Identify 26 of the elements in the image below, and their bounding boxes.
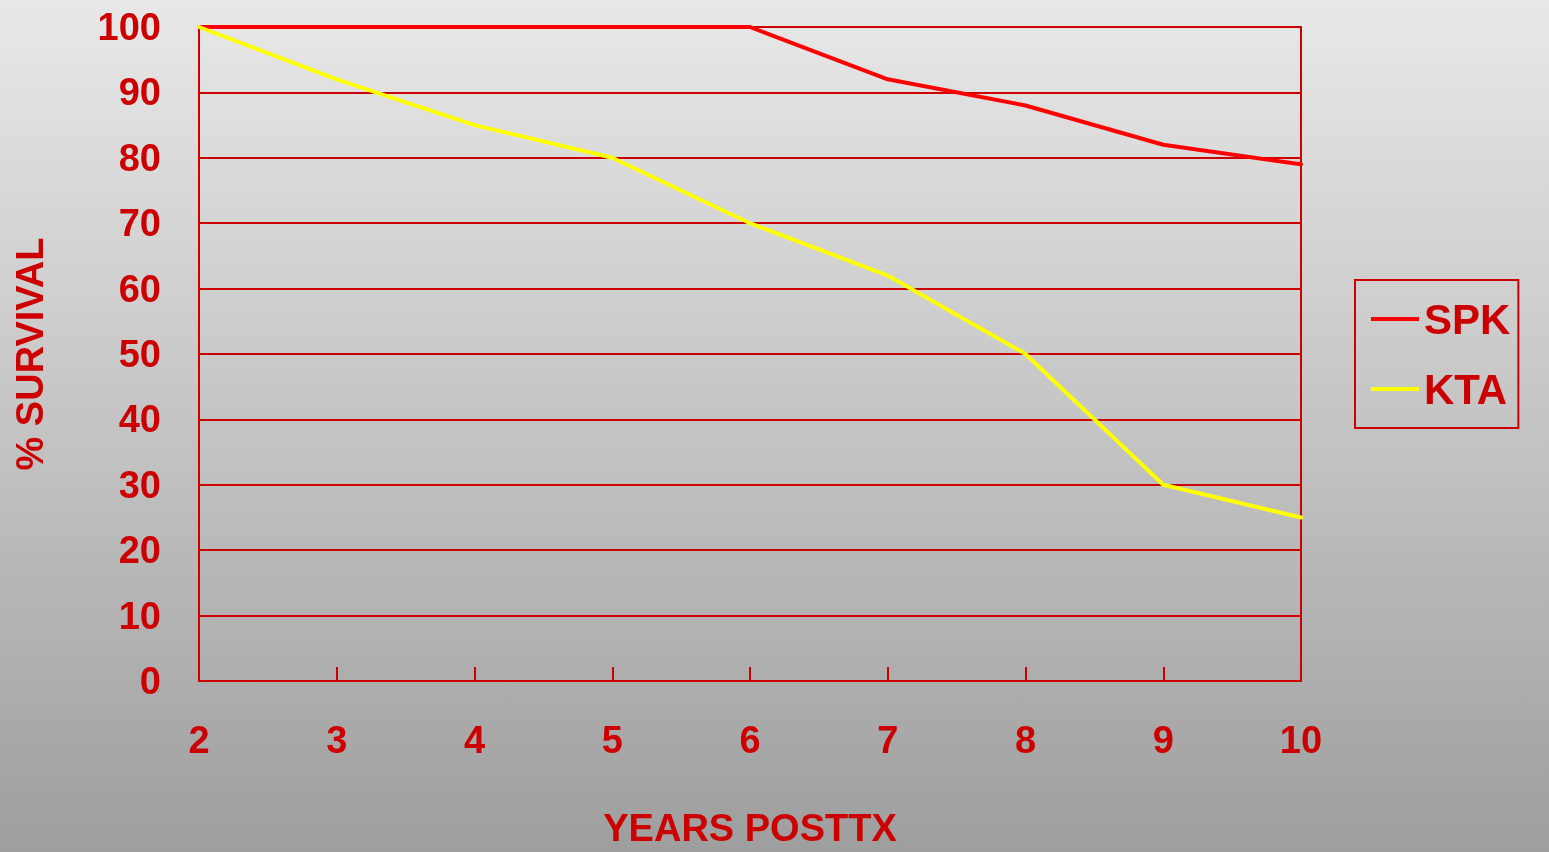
y-tick-label: 30 [118,463,161,506]
x-tick-label: 7 [877,719,899,761]
y-tick-label: 80 [118,136,161,179]
x-tick-label: 8 [1014,719,1037,761]
line-series [197,25,1303,167]
y-tick-label: 70 [118,202,161,245]
legend-label: KTA [1424,365,1508,413]
y-tick-label: 10 [118,594,161,637]
y-tick-label: 20 [118,529,161,572]
x-tick-label: 3 [326,719,348,761]
y-tick-label: 50 [118,333,161,375]
y-tick-label: 60 [118,267,161,310]
x-tick-label: 2 [188,719,210,761]
y-tick-label: 100 [97,6,161,48]
y-tick-label: 40 [118,398,161,441]
x-tick-label: 10 [1279,719,1323,761]
x-tick-label: 5 [601,719,623,761]
x-tick-label: 6 [739,719,761,761]
legend-label: SPK [1424,295,1511,343]
x-axis-title: YEARS POSTTX [603,807,898,849]
x-tick-label: 9 [1152,719,1174,761]
y-tick-label: 90 [118,71,161,114]
line-series [197,25,1303,520]
y-tick-label: 0 [139,660,161,702]
x-tick-label: 4 [463,719,486,761]
y-axis-title: % SURVIVAL [9,237,51,471]
